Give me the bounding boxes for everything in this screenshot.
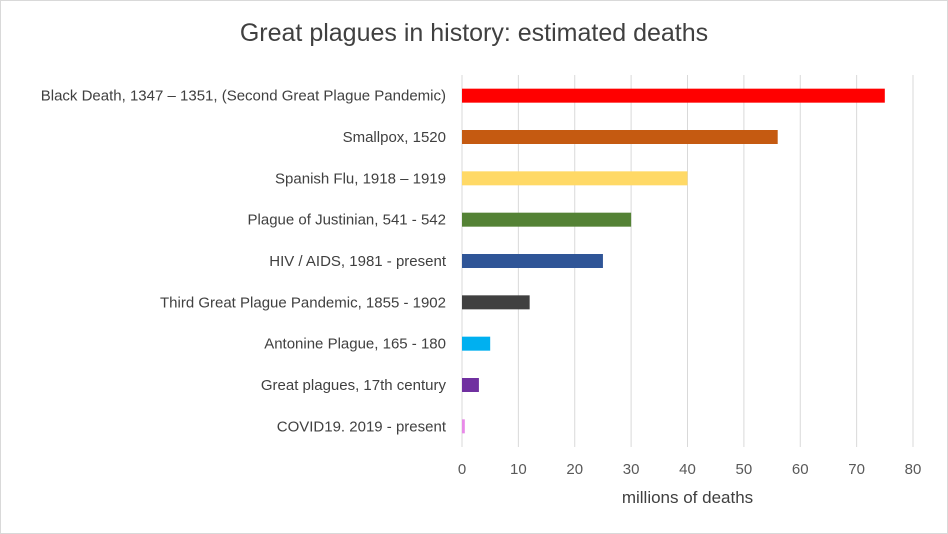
category-label: Smallpox, 1520 [343, 129, 446, 146]
tick-label: 80 [905, 461, 922, 478]
bar [462, 295, 530, 310]
category-label: Black Death, 1347 – 1351, (Second Great … [41, 88, 446, 105]
category-label: Plague of Justinian, 541 - 542 [248, 212, 446, 229]
category-label: Great plagues, 17th century [261, 377, 447, 394]
category-label: HIV / AIDS, 1981 - present [269, 253, 447, 270]
bar [462, 378, 479, 392]
chart-title: Great plagues in history: estimated deat… [239, 19, 709, 47]
x-axis-title: millions of deaths [622, 488, 753, 507]
bar [462, 419, 465, 434]
tick-label: 0 [458, 461, 466, 478]
category-label: COVID19. 2019 - present [277, 418, 447, 435]
tick-label: 10 [510, 461, 527, 478]
bar [462, 254, 603, 268]
tick-label: 50 [736, 461, 753, 478]
tick-label: 70 [848, 461, 865, 478]
tick-label: 40 [679, 461, 696, 478]
category-label: Third Great Plague Pandemic, 1855 - 1902 [160, 294, 446, 311]
bar [462, 336, 491, 351]
tick-label: 20 [566, 461, 583, 478]
tick-label: 60 [792, 461, 809, 478]
bar [462, 88, 885, 103]
tick-label: 30 [623, 461, 640, 478]
category-label: Antonine Plague, 165 - 180 [264, 336, 446, 353]
category-label: Spanish Flu, 1918 – 1919 [275, 170, 446, 187]
bar [462, 212, 632, 227]
bar [462, 130, 778, 144]
bar [462, 171, 688, 186]
